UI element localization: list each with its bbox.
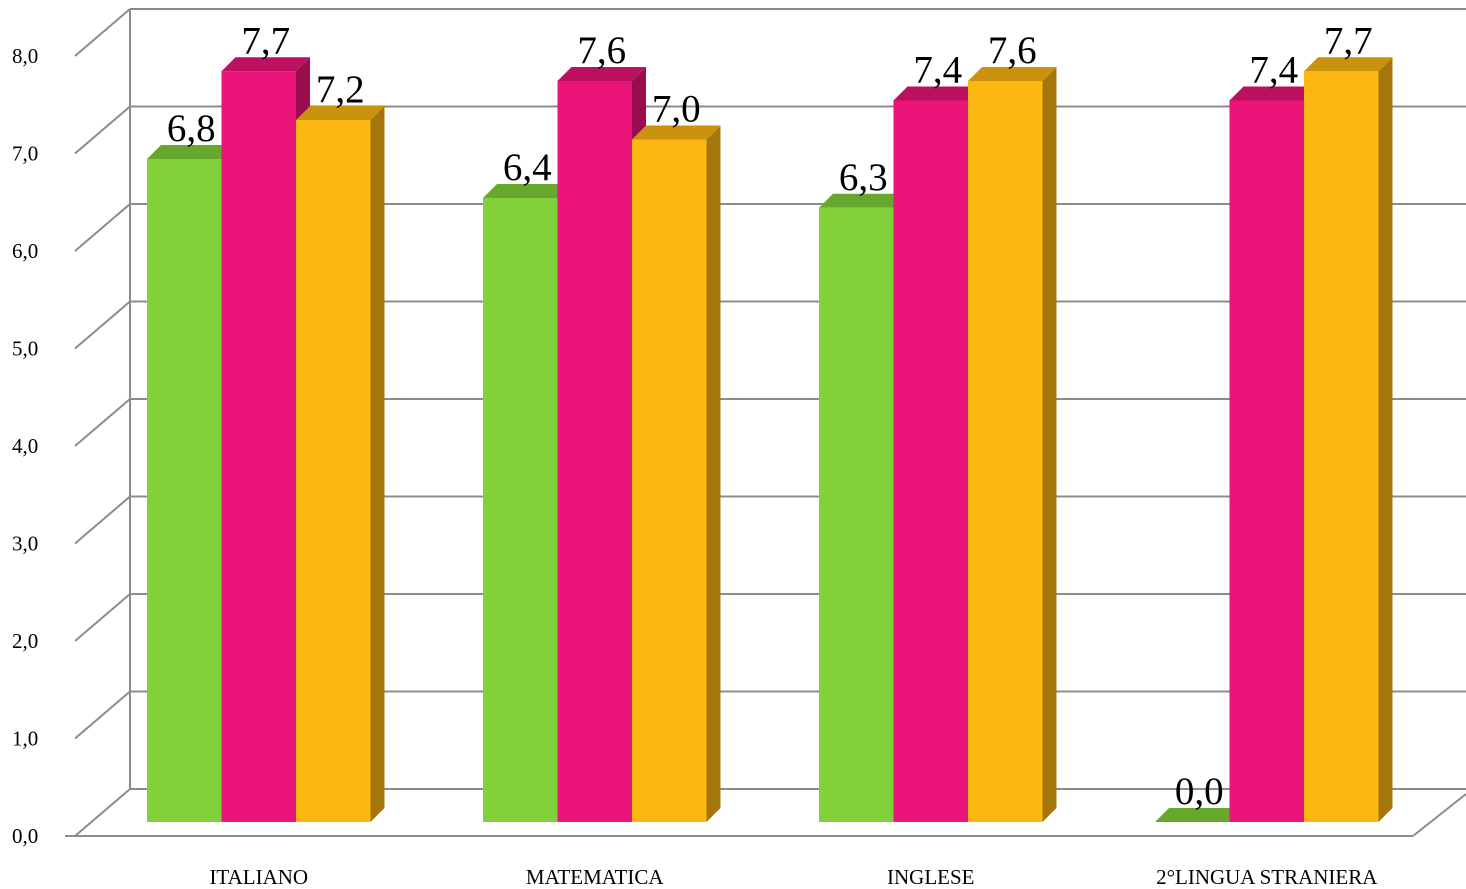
side-gridline [74,398,131,447]
y-tick-label: 1,0 [12,727,38,751]
side-gridline [74,690,131,740]
data-label: 6,8 [167,107,216,150]
side-gridline [74,788,131,837]
bar-top [1155,808,1244,822]
data-label: 7,2 [316,68,365,111]
data-labels: 6,8 7,7 7,2 6,4 7,6 7,0 6,3 7,4 7,6 0,0 7,4 7,7 [167,19,1373,813]
y-tick-label: 8,0 [12,44,38,68]
bar [557,81,632,822]
x-tick-label: 2°LINGUA STRANIERA [1156,865,1378,889]
side-gridline [74,203,131,252]
side-gridline [74,105,131,155]
y-tick-label: 0,0 [12,824,38,848]
x-tick-label: ITALIANO [209,865,308,889]
floor-right-edge [1412,793,1466,837]
bar-top [147,145,236,159]
data-label: 7,6 [577,29,626,72]
y-tick-label: 7,0 [12,142,38,166]
bar-top [483,184,572,198]
side-gridline [74,8,131,57]
bar [819,207,894,822]
bar [968,81,1043,822]
bar-side [1042,67,1057,822]
x-tick-label: MATEMATICA [526,865,665,889]
x-axis-labels: ITALIANO MATEMATICA INGLESE 2°LINGUA STRANI… [209,865,1378,889]
y-tick-label: 6,0 [12,239,38,263]
bar-top [221,57,310,72]
data-label: 6,4 [503,146,552,189]
bar [483,198,558,822]
bar-top [632,125,721,140]
bars [147,57,1393,822]
x-tick-label: INGLESE [887,865,975,889]
data-label: 0,0 [1175,770,1224,813]
y-tick-label: 5,0 [12,337,38,361]
data-label: 7,4 [913,49,962,92]
data-label: 7,0 [652,88,701,131]
bar [221,71,296,822]
bar-top [1304,57,1393,72]
bar-top [1229,86,1318,101]
bar-side [1378,57,1393,822]
bar [1304,71,1379,822]
data-label: 6,3 [839,156,888,199]
bar-top [968,67,1057,81]
bar-top [819,193,908,208]
bar [1229,100,1304,822]
side-gridline [74,300,131,350]
data-label: 7,7 [1324,19,1373,62]
data-label: 7,6 [988,29,1037,72]
bar [147,159,222,822]
bar-top [893,86,982,101]
bar-top [557,67,646,81]
side-gridline [74,593,131,642]
y-axis: 0,0 1,0 2,0 3,0 4,0 5,0 6,0 7,0 8,0 [12,44,75,848]
bar [632,139,707,822]
bar-top [296,106,385,120]
bar [893,100,968,822]
data-label: 7,4 [1249,49,1298,92]
bar-side [370,106,385,822]
bar-side [706,125,721,822]
data-label: 7,7 [241,19,290,62]
bar [296,120,371,822]
y-tick-label: 4,0 [12,434,38,458]
y-tick-label: 2,0 [12,629,38,653]
y-tick-label: 3,0 [12,532,38,556]
side-gridline [74,495,131,545]
